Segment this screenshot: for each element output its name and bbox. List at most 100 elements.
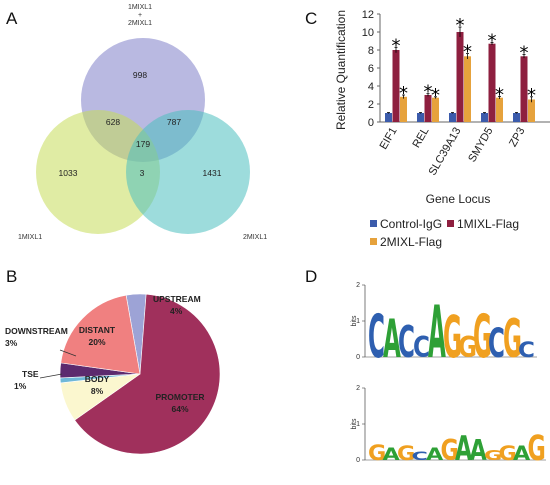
bar-rel-control-igg: [417, 113, 424, 122]
motif-y-tick-label: 1: [356, 318, 360, 325]
motif-letter: C: [413, 332, 430, 365]
venn-circle-right: [126, 110, 250, 234]
bar-smyd5-control-igg: [481, 113, 488, 122]
motif-letter: G: [484, 448, 502, 463]
bar-category-label: REL: [411, 126, 432, 151]
pie-labels: UPSTREAM 4% PROMOTER 64% BODY 8% TSE 1% DOWNSTRE…: [5, 294, 205, 414]
bar-error-bars: [387, 26, 533, 114]
legend-swatch: [447, 220, 454, 227]
venn-diagram: 1MIXL1 + 2MIXL1 1MIXL1 2MIXL1 998 1033 1…: [18, 4, 267, 241]
bar-zp3-1mixl-flag: [520, 56, 528, 122]
bar-eif1-1mixl-flag: [392, 50, 400, 122]
bar-y-axis-title: Relative Quantification: [334, 10, 348, 130]
venn-right-label: 2MIXL1: [243, 234, 267, 241]
venn-circle-left: [36, 110, 160, 234]
bar-y-tick-label: 6: [368, 63, 374, 75]
motif-letter: A: [383, 308, 401, 370]
motif-letter: G: [528, 428, 546, 468]
venn-value-left-right: 3: [140, 168, 145, 178]
motif-letter: A: [455, 429, 472, 468]
pie-label-name: UPSTREAM: [153, 294, 201, 304]
bar-smyd5-1mixl-flag: [488, 43, 496, 123]
motif-y-tick-label: 0: [356, 457, 360, 464]
bar-eif1-control-igg: [385, 113, 392, 122]
venn-value-all-three: 179: [136, 139, 150, 149]
pie-label-percent: 4%: [170, 306, 183, 316]
bar-bars: [385, 32, 535, 123]
venn-value-top-only: 998: [133, 70, 147, 80]
pie-label-name: TSE: [22, 369, 39, 379]
significance-star: *: [527, 85, 536, 106]
motif-letter: A: [383, 444, 401, 465]
bar-y-tick-label: 0: [368, 117, 374, 129]
significance-star: *: [488, 30, 497, 51]
venn-value-left-only: 1033: [59, 168, 78, 178]
bar-y-tick-label: 4: [368, 81, 374, 93]
bar-category-label: SMYD5: [466, 126, 495, 165]
venn-top-label-line2: +: [138, 12, 142, 19]
bar-category-label: ZP3: [507, 126, 527, 149]
pie-slice-distant: [60, 294, 141, 375]
pie-slice-promoter: [74, 293, 221, 455]
motif-letter: C: [398, 318, 415, 368]
bar-slc39a13-1mixl-flag: [456, 32, 464, 122]
bar-smyd5-2mixl-flag: [496, 97, 503, 122]
motif-letter: A: [513, 442, 530, 464]
pie-label-name: DOWNSTREAM: [5, 326, 68, 336]
motif-letter: G: [443, 304, 462, 371]
panel-letter-c: C: [305, 9, 317, 28]
pie-label-percent: 64%: [171, 404, 188, 414]
motif-letter: G: [503, 308, 522, 370]
motif-letter: G: [473, 302, 492, 372]
bar-rel-1mixl-flag: [424, 95, 432, 122]
motif-letter: C: [488, 320, 505, 367]
bar-x-axis-title: Gene Locus: [426, 192, 491, 206]
significance-star: *: [399, 83, 408, 104]
motif-y-axis-label: bits: [351, 418, 358, 429]
pie-label-percent: 1%: [14, 381, 27, 391]
bar-y-tick-label: 10: [362, 27, 374, 39]
bar-legend: Control-IgG 1MIXL-Flag 2MIXL-Flag: [370, 217, 519, 249]
motif-y-tick-label: 1: [356, 421, 360, 428]
bar-y-ticks: 0 2 4 6 8 10 12: [362, 9, 380, 129]
motif-y-tick-label: 2: [356, 282, 360, 289]
pie-label-name: DISTANT: [79, 325, 116, 335]
pie-label-percent: 8%: [91, 386, 104, 396]
motif-letter: C: [412, 450, 428, 463]
venn-top-label-line1: 1MIXL1: [128, 4, 152, 11]
bar-significance-markers: ** ********: [392, 15, 537, 106]
pie-slices: [59, 293, 221, 455]
legend-swatch: [370, 238, 377, 245]
motif-letter: G: [499, 442, 517, 464]
significance-star: *: [520, 43, 529, 64]
legend-swatch: [370, 220, 377, 227]
significance-star: *: [495, 84, 504, 105]
pie-label-name: PROMOTER: [155, 392, 204, 402]
motif-y-axis-label: bits: [351, 315, 358, 326]
motif-letter: A: [470, 434, 487, 468]
pie-leader-line: [39, 373, 63, 379]
legend-label: 1MIXL-Flag: [457, 217, 519, 231]
panel-letter-b: B: [6, 267, 17, 286]
significance-star: *: [431, 85, 440, 106]
motif-letter: G: [397, 442, 415, 464]
motif-letter: G: [441, 434, 459, 468]
motif-letter: G: [368, 442, 386, 466]
bar-category-label: EIF1: [378, 126, 400, 152]
motif-y-tick-label: 0: [356, 354, 360, 361]
legend-label: 2MIXL-Flag: [380, 235, 442, 249]
bar-rel-2mixl-flag: [432, 97, 439, 122]
venn-value-top-right: 787: [167, 117, 181, 127]
bar-category-label: SLC39A13: [427, 126, 464, 178]
legend-label: Control-IgG: [380, 217, 442, 231]
venn-value-right-only: 1431: [203, 168, 222, 178]
motif-letter: C: [518, 338, 535, 363]
bar-slc39a13-control-igg: [449, 113, 456, 122]
venn-top-label-line3: 2MIXL1: [128, 20, 152, 27]
motif-letter: A: [426, 444, 444, 465]
